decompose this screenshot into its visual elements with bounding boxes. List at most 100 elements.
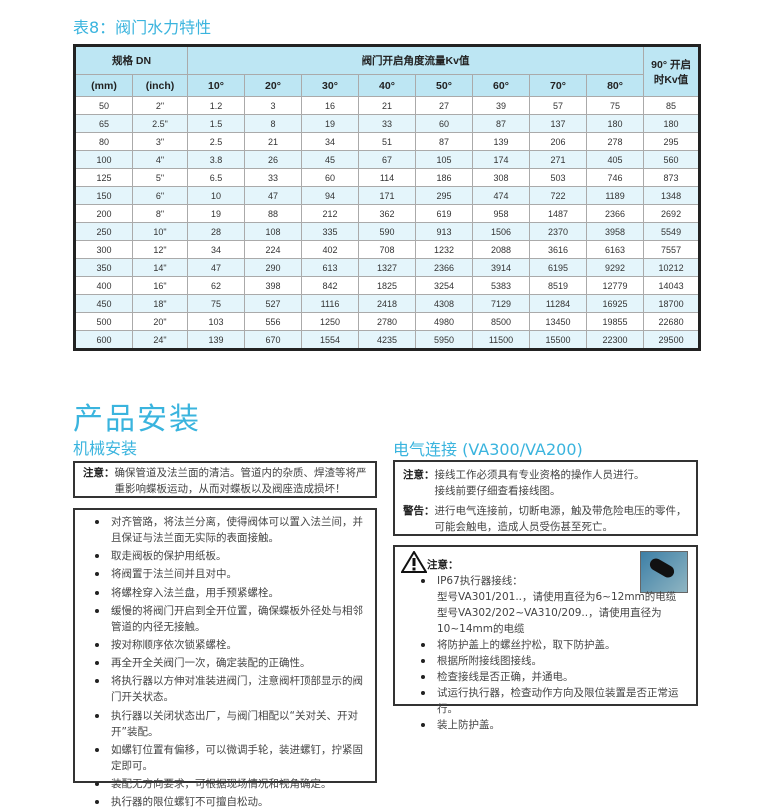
table-cell: 722 [529,186,587,205]
list-item: 将螺栓穿入法兰盘，用手预紧螺栓。 [95,585,365,601]
table-cell: 1232 [415,240,473,259]
table-cell: 180 [585,114,645,133]
table-row: 100 4" 3.8 26 45 67 105 174 271 405 560 [74,150,701,169]
table-cell: 62 [187,276,245,295]
table-cell: 26 [244,150,302,169]
table-cell: 14" [132,258,188,277]
table-cell: 6" [132,186,188,205]
table-cell: 10" [132,222,188,241]
list-item: 将防护盖上的螺丝拧松，取下防护盖。 [421,637,690,653]
table-cell: 11284 [529,294,587,313]
table-cell: 842 [301,276,359,295]
table-cell: 613 [301,258,359,277]
inch-header: (inch) [132,74,188,97]
table-cell: 3.8 [187,150,245,169]
table-cell: 708 [358,240,416,259]
table-cell: 137 [529,114,587,133]
table-cell: 100 [74,150,133,169]
warning-text: 进行电气连接前，切断电源，触及带危险电压的零件，可能会触电，造成人员受伤甚至死亡… [434,505,687,533]
table-cell: 47 [187,258,245,277]
list-item: 按对称顺序依次锁紧螺栓。 [95,637,365,653]
table-cell: 88 [244,204,302,223]
table-cell: 350 [74,258,133,277]
angle-header: 10° [187,74,245,97]
list-item: 执行器以关闭状态出厂，与阀门相配以“关对关、开对开”装配。 [95,708,365,740]
list-item-text: 试运行执行器，检查动作方向及限位装置是否正常运行。 [437,687,679,715]
mechanical-title: 机械安装 [73,439,138,458]
table-row: 600 24" 139 670 1554 4235 5950 11500 15500 22300 2… [74,330,701,350]
table-cell: 308 [472,168,530,187]
table-cell: 7129 [472,294,530,313]
mechanical-note: 注意： 确保管道及法兰面的清洁。管道内的杂质、焊渣等将严重影响蝶板运动，从而对蝶板… [73,461,377,498]
table-cell: 913 [415,222,473,241]
table-cell: 590 [358,222,416,241]
table-cell: 60 [415,114,473,133]
table-cell: 206 [529,132,587,151]
section-title: 产品安装 [73,402,201,437]
table-cell: 180 [643,114,701,133]
table-row: 125 5" 6.5 33 60 114 186 308 503 746 873 [74,168,701,187]
table-cell: 125 [74,168,133,187]
table-cell: 958 [472,204,530,223]
list-item: 再全开全关阀门一次，确定装配的正确性。 [95,655,365,671]
table-cell: 33 [244,168,302,187]
angle-header: 40° [358,74,416,97]
table-cell: 10212 [643,258,701,277]
table-row: 400 16" 62 398 842 1825 3254 5383 8519 12779 14043 [74,276,701,295]
table-cell: 150 [74,186,133,205]
table-cell: 398 [244,276,302,295]
note-label: 注意： [83,467,115,479]
table-cell: 67 [358,150,416,169]
table-row: 500 20" 103 556 1250 2780 4980 8500 13450 19855 22… [74,312,701,331]
table-cell: 65 [74,114,133,133]
table-cell: 19 [301,114,359,133]
table-cell: 295 [415,186,473,205]
table-cell: 3914 [472,258,530,277]
table-cell: 4" [132,150,188,169]
angle-header: 80° [585,74,645,97]
table-cell: 2418 [358,294,416,313]
table-cell: 5383 [472,276,530,295]
table-cell: 21 [244,132,302,151]
list-item-subline: 型号VA301/201..，请使用直径为6~12mm的电缆 [437,591,677,603]
table-cell: 6195 [529,258,587,277]
table-cell: 75 [187,294,245,313]
table-cell: 1348 [643,186,701,205]
table-cell: 13450 [529,312,587,331]
table-cell: 278 [585,132,645,151]
table-cell: 16925 [585,294,645,313]
table-cell: 405 [585,150,645,169]
table-cell: 105 [415,150,473,169]
table-cell: 8" [132,204,188,223]
warning-label: 警告： [403,505,435,517]
angle-header: 30° [301,74,359,97]
table-cell: 108 [244,222,302,241]
table-cell: 556 [244,312,302,331]
table-cell: 2" [132,96,188,115]
table-cell: 139 [472,132,530,151]
table-cell: 3616 [529,240,587,259]
kv90-header: 90° 开启时Kv值 [643,45,701,97]
table-cell: 3 [244,96,302,115]
table-cell: 503 [529,168,587,187]
table-cell: 8519 [529,276,587,295]
table-cell: 450 [74,294,133,313]
table-cell: 6.5 [187,168,245,187]
table-cell: 1250 [301,312,359,331]
table-row: 150 6" 10 47 94 171 295 474 722 1189 1348 [74,186,701,205]
table-cell: 45 [301,150,359,169]
table-cell: 7557 [643,240,701,259]
table-cell: 47 [244,186,302,205]
table-cell: 14043 [643,276,701,295]
table-cell: 400 [74,276,133,295]
size-header: 规格 DN [74,45,188,75]
caution-label: 注意： [427,559,459,571]
table-cell: 474 [472,186,530,205]
table-cell: 51 [358,132,416,151]
list-item: 如螺钉位置有偏移，可以微调手轮，装进螺钉，拧紧固定即可。 [95,743,363,772]
table-cell: 600 [74,330,133,350]
list-item: 对齐管路，将法兰分离，使得阀体可以置入法兰间，并且保证与法兰面无实际的表面接触。 [95,516,363,544]
table-cell: 27 [415,96,473,115]
table-cell: 9292 [585,258,645,277]
table-cell: 24" [132,330,188,350]
